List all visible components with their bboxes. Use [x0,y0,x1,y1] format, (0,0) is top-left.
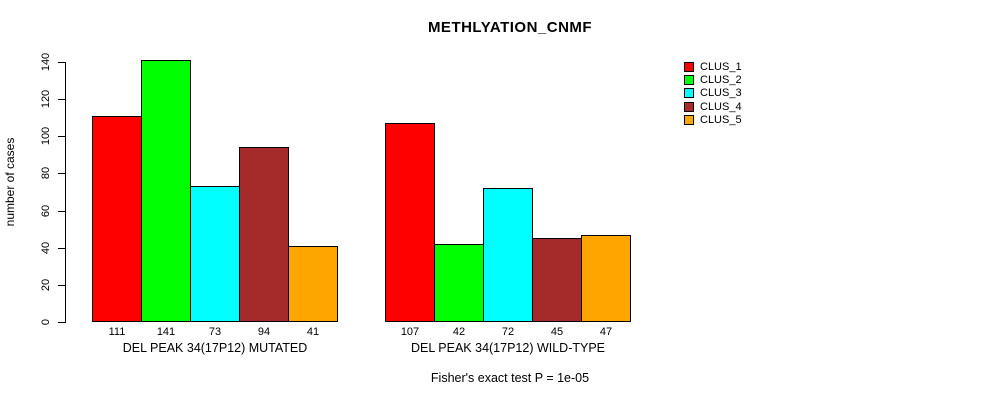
bar-clus_2 [434,244,484,322]
bar-clus_5 [581,235,631,322]
y-axis-tick [58,136,65,137]
group-label-mutated: DEL PEAK 34(17P12) MUTATED [122,341,308,355]
bar-value-label: 111 [108,326,126,338]
y-axis-tick-label: 0 [40,318,52,326]
bar-value-label: 45 [550,326,564,338]
legend-label-clus_2: CLUS_2 [700,74,742,86]
y-axis-tick [58,285,65,286]
legend-label-clus_3: CLUS_3 [700,87,742,99]
bar-clus_1 [92,116,142,322]
legend-swatch-clus_4 [684,102,694,112]
bar-value-label: 72 [501,326,515,338]
y-axis-tick [58,211,65,212]
y-axis-tick-label: 140 [40,52,52,72]
legend-swatch-clus_1 [684,62,694,72]
group-label-wild-type: DEL PEAK 34(17P12) WILD-TYPE [410,341,606,355]
y-axis-tick-label: 40 [40,241,52,255]
legend-label-clus_1: CLUS_1 [700,61,742,73]
bar-value-label: 94 [257,326,271,338]
bar-clus_3 [190,186,240,322]
bar-value-label: 47 [599,326,613,338]
legend-swatch-clus_3 [684,88,694,98]
legend-label-clus_4: CLUS_4 [700,101,742,113]
legend-label-clus_5: CLUS_5 [700,114,742,126]
y-axis-tick-label: 80 [40,166,52,180]
legend-swatch-clus_5 [684,115,694,125]
y-axis-tick [58,173,65,174]
y-axis-tick-label: 120 [40,89,52,109]
y-axis-tick [58,62,65,63]
y-axis-line [65,62,66,323]
bar-clus_2 [141,60,191,322]
bar-value-label: 73 [208,326,222,338]
legend-swatch-clus_2 [684,75,694,85]
bar-value-label: 41 [306,326,320,338]
y-axis-tick [58,248,65,249]
y-axis-tick-label: 60 [40,204,52,218]
bar-clus_4 [532,238,582,322]
y-axis-tick [58,322,65,323]
y-axis-tick-label: 100 [40,126,52,146]
bar-value-label: 42 [452,326,466,338]
y-axis-title: number of cases [3,137,17,227]
chart-title: METHLYATION_CNMF [427,19,593,36]
fisher-test-annotation: Fisher's exact test P = 1e-05 [430,371,590,385]
y-axis-tick [58,99,65,100]
bar-clus_3 [483,188,533,322]
bar-clus_5 [288,246,338,322]
y-axis-tick-label: 20 [40,278,52,292]
bar-value-label: 107 [400,326,420,338]
bar-clus_1 [385,123,435,322]
bar-value-label: 141 [156,326,176,338]
bar-clus_4 [239,147,289,322]
